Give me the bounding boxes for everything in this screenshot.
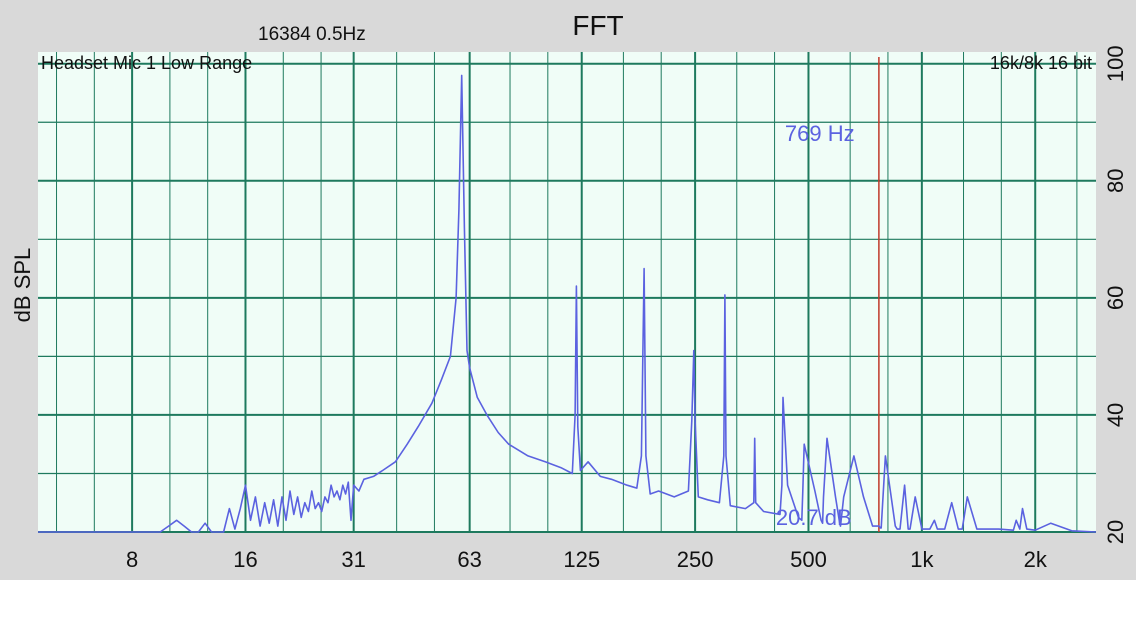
input-source-label: Headset Mic 1 Low Range <box>41 53 253 73</box>
fft-chart-svg[interactable]: 8 16 31 63 125 250 500 1k 2k 20 40 60 80 100 769 Hz 20.… <box>0 0 1136 580</box>
cursor-level-readout: 20.7 dB <box>776 505 852 530</box>
x-tick-label: 500 <box>790 547 827 572</box>
x-tick-label: 2k <box>1024 547 1048 572</box>
y-tick-label: 80 <box>1103 169 1128 193</box>
x-tick-label: 16 <box>233 547 257 572</box>
x-tick-label: 8 <box>126 547 138 572</box>
x-tick-label: 125 <box>563 547 600 572</box>
cursor-frequency-readout: 769 Hz <box>785 121 855 146</box>
y-tick-label: 20 <box>1103 520 1128 544</box>
x-tick-label: 63 <box>457 547 481 572</box>
plot-area <box>38 52 1096 532</box>
sample-format-label: 16k/8k 16 bit <box>989 53 1092 73</box>
x-tick-label: 31 <box>341 547 365 572</box>
spectrum-trace <box>38 74 1097 533</box>
y-tick-label: 60 <box>1103 286 1128 310</box>
fft-size-resolution: 16384 0.5Hz <box>258 24 366 45</box>
x-tick-label: 1k <box>910 547 934 572</box>
chart-title: FFT <box>572 10 624 41</box>
y-tick-label: 40 <box>1103 403 1128 427</box>
x-tick-label: 250 <box>677 547 714 572</box>
y-tick-label: 100 <box>1103 45 1128 82</box>
